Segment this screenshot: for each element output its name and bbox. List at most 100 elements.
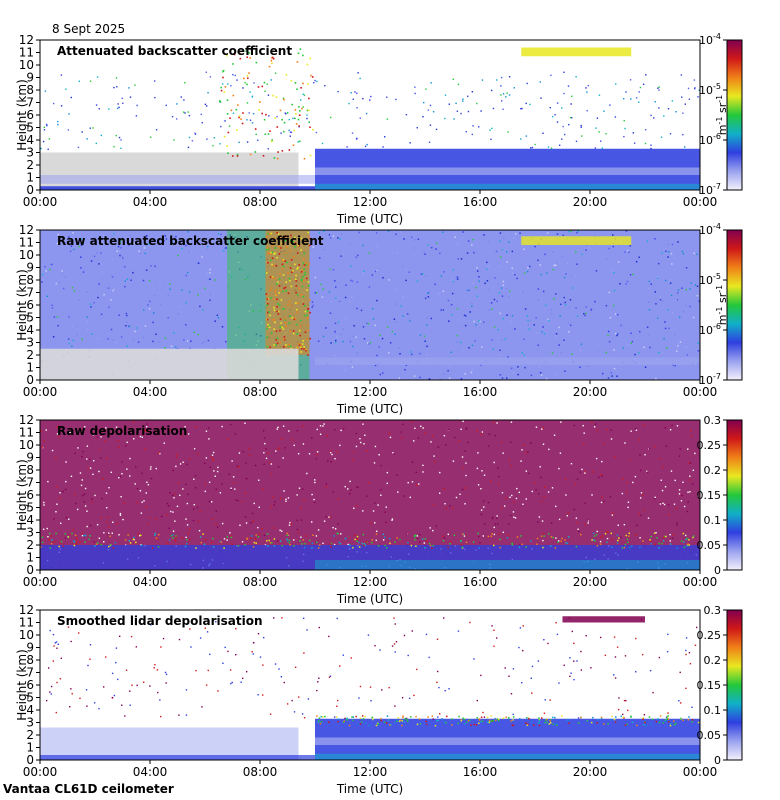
x-tick-label: 00:00 <box>23 385 58 399</box>
texture-pixel <box>273 617 275 619</box>
texture-pixel <box>282 328 285 330</box>
texture-pixel <box>78 80 80 83</box>
texture-pixel <box>537 288 540 290</box>
texture-pixel <box>145 426 148 428</box>
texture-pixel <box>86 445 89 447</box>
texture-pixel <box>596 530 598 533</box>
texture-pixel <box>585 249 587 251</box>
texture-pixel <box>89 535 91 537</box>
texture-pixel <box>107 287 110 289</box>
texture-pixel <box>217 690 219 692</box>
texture-pixel <box>574 483 577 486</box>
texture-pixel <box>223 547 225 549</box>
texture-pixel <box>508 675 510 677</box>
texture-pixel <box>514 273 516 276</box>
texture-pixel <box>653 445 656 448</box>
texture-pixel <box>283 490 285 492</box>
texture-pixel <box>221 483 223 485</box>
texture-pixel <box>464 324 467 327</box>
texture-pixel <box>126 468 128 470</box>
texture-pixel <box>521 543 523 546</box>
texture-pixel <box>685 305 687 307</box>
texture-pixel <box>288 277 291 280</box>
texture-pixel <box>237 251 239 253</box>
texture-pixel <box>228 125 231 127</box>
texture-pixel <box>71 326 73 328</box>
texture-pixel <box>212 451 215 454</box>
texture-pixel <box>675 722 677 725</box>
texture-pixel <box>359 717 362 719</box>
texture-pixel <box>648 301 650 303</box>
texture-pixel <box>79 697 81 700</box>
texture-pixel <box>317 529 320 531</box>
texture-pixel <box>254 128 257 130</box>
y-tick-label: 0 <box>26 753 34 767</box>
texture-pixel <box>611 269 613 272</box>
texture-pixel <box>512 719 514 721</box>
texture-pixel <box>503 237 505 240</box>
texture-pixel <box>296 88 298 91</box>
texture-pixel <box>380 719 383 722</box>
texture-pixel <box>415 484 418 486</box>
texture-pixel <box>640 492 643 494</box>
texture-pixel <box>117 440 119 442</box>
texture-pixel <box>422 464 424 467</box>
texture-pixel <box>513 87 515 89</box>
texture-pixel <box>654 238 656 240</box>
texture-pixel <box>300 536 302 538</box>
texture-pixel <box>239 524 241 526</box>
texture-pixel <box>393 453 395 455</box>
texture-pixel <box>565 478 567 480</box>
texture-pixel <box>323 230 325 232</box>
texture-pixel <box>272 94 274 97</box>
texture-pixel <box>653 532 656 535</box>
texture-pixel <box>302 93 304 95</box>
colorbar-tick-label: 10-7 <box>699 372 721 387</box>
texture-pixel <box>255 534 258 536</box>
texture-pixel <box>616 313 619 316</box>
texture-pixel <box>590 667 592 669</box>
texture-pixel <box>291 439 294 441</box>
texture-pixel <box>483 474 486 476</box>
texture-pixel <box>150 624 152 626</box>
texture-pixel <box>307 281 310 283</box>
texture-pixel <box>511 267 514 270</box>
texture-pixel <box>419 723 422 725</box>
texture-pixel <box>189 628 191 630</box>
texture-pixel <box>323 249 326 251</box>
texture-pixel <box>448 428 450 431</box>
texture-pixel <box>292 241 295 243</box>
texture-pixel <box>531 490 533 493</box>
texture-pixel <box>611 538 613 541</box>
texture-pixel <box>64 537 67 539</box>
texture-pixel <box>355 445 358 448</box>
texture-pixel <box>284 239 287 242</box>
texture-pixel <box>186 542 188 545</box>
texture-pixel <box>119 242 122 244</box>
texture-pixel <box>471 91 474 93</box>
texture-pixel <box>228 237 231 240</box>
texture-pixel <box>201 706 203 708</box>
texture-pixel <box>358 697 360 699</box>
texture-pixel <box>542 290 545 293</box>
texture-pixel <box>444 94 447 96</box>
texture-pixel <box>207 92 209 94</box>
texture-pixel <box>293 318 296 321</box>
texture-pixel <box>280 132 282 134</box>
texture-pixel <box>411 630 414 632</box>
y-tick-label: 9 <box>26 71 34 85</box>
texture-pixel <box>556 233 559 235</box>
texture-pixel <box>410 351 412 353</box>
texture-pixel <box>264 90 266 92</box>
texture-pixel <box>496 422 498 424</box>
texture-pixel <box>686 537 688 540</box>
texture-pixel <box>678 700 680 702</box>
texture-pixel <box>647 287 650 290</box>
texture-pixel <box>697 350 700 352</box>
texture-pixel <box>303 264 306 266</box>
texture-pixel <box>212 546 215 548</box>
texture-pixel <box>178 482 180 484</box>
texture-pixel <box>415 545 417 547</box>
texture-pixel <box>120 496 122 498</box>
texture-pixel <box>345 537 347 540</box>
